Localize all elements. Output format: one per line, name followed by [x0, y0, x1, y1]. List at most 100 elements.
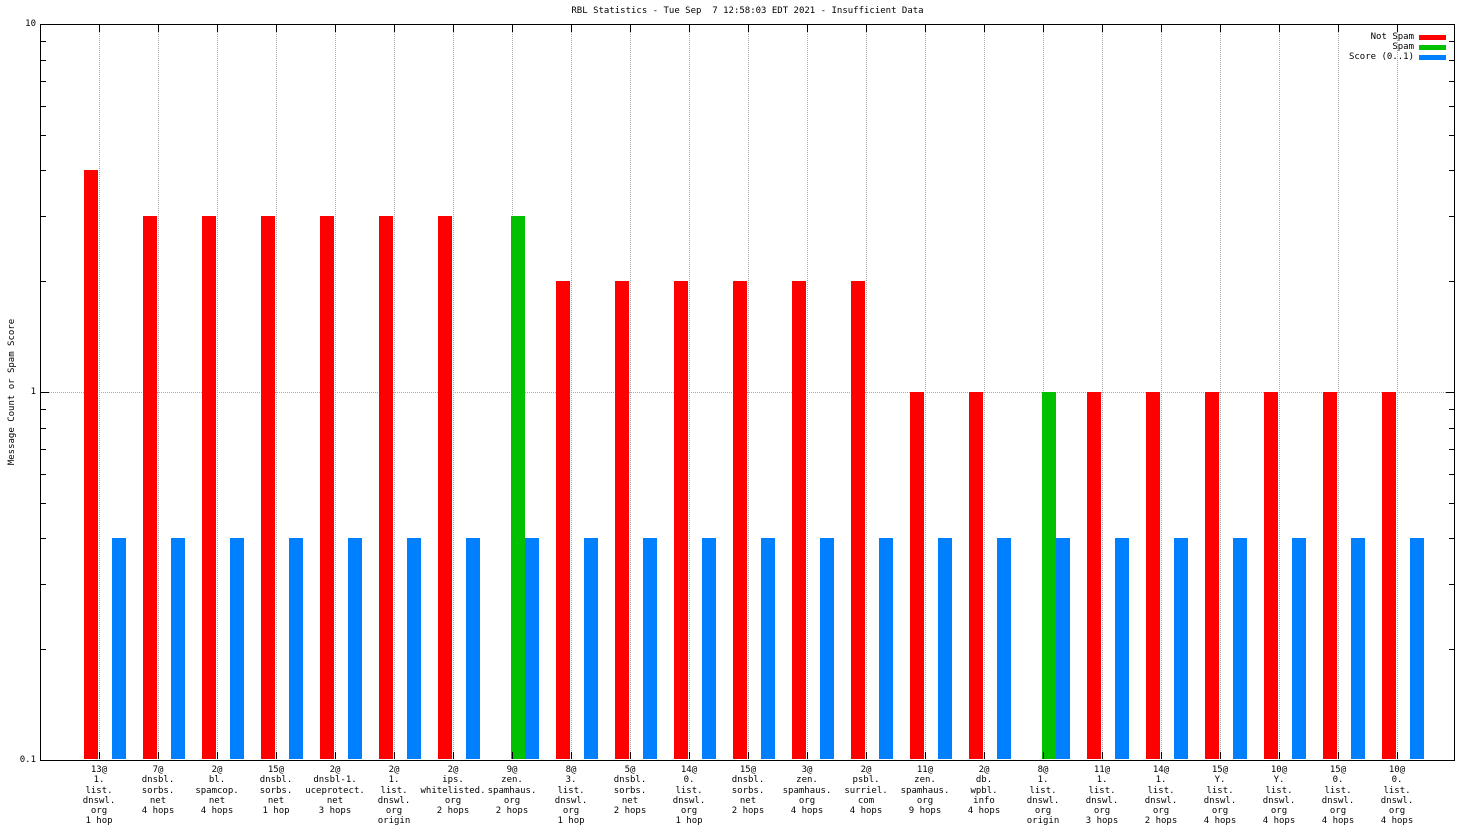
x-tick-label: 15@ 0. list. dnswl. org 4 hops: [1321, 765, 1355, 827]
legend-item-label: Score (0..1): [1348, 52, 1414, 62]
gridline-x: [1220, 25, 1221, 759]
x-tick-label: 5@ dnsbl. sorbs. net 2 hops: [613, 765, 647, 817]
x-tick-label: 15@ dnsbl. sorbs. net 2 hops: [731, 765, 765, 817]
bar-score: [702, 538, 716, 759]
gridline-x: [335, 25, 336, 759]
x-tick-mark: [512, 752, 513, 759]
y-tick-mark: [41, 392, 49, 393]
bar-score: [1233, 538, 1247, 759]
y-minor-tick-mark: [1449, 428, 1454, 429]
x-tick-mark: [1279, 752, 1280, 759]
x-tick-mark: [453, 752, 454, 759]
x-tick-label: 2@ db. wpbl. info 4 hops: [967, 765, 1001, 817]
y-minor-tick-mark: [41, 409, 46, 410]
x-tick-mark: [1043, 25, 1044, 32]
x-tick-label: 7@ dnsbl. sorbs. net 4 hops: [141, 765, 175, 817]
y-minor-tick-mark: [41, 538, 46, 539]
x-tick-label: 14@ 0. list. dnswl. org 1 hop: [672, 765, 706, 827]
x-tick-mark: [925, 752, 926, 759]
x-tick-label: 11@ zen. spamhaus. org 9 hops: [900, 765, 950, 817]
y-minor-tick-mark: [41, 428, 46, 429]
x-tick-mark: [158, 25, 159, 32]
bar-not-spam: [556, 281, 570, 759]
gridline-x: [925, 25, 926, 759]
y-minor-tick-mark: [41, 584, 46, 585]
y-minor-tick-mark: [1449, 281, 1454, 282]
x-tick-label: 2@ dnsbl-1. uceprotect. net 3 hops: [305, 765, 365, 817]
y-minor-tick-mark: [1449, 503, 1454, 504]
bar-score: [1351, 538, 1365, 759]
bar-score: [997, 538, 1011, 759]
y-minor-tick-mark: [1449, 538, 1454, 539]
y-minor-tick-mark: [1449, 216, 1454, 217]
x-tick-mark: [689, 25, 690, 32]
x-tick-label: 8@ 3. list. dnswl. org 1 hop: [554, 765, 588, 827]
bar-not-spam: [615, 281, 629, 759]
bar-not-spam: [438, 216, 452, 759]
y-tick-label: 1: [30, 387, 36, 397]
bar-not-spam: [84, 170, 98, 759]
bar-score: [761, 538, 775, 759]
bar-score: [1056, 538, 1070, 759]
y-tick-label: 10: [25, 19, 36, 29]
x-tick-mark: [571, 752, 572, 759]
y-tick-label: 0.1: [19, 755, 36, 765]
bar-not-spam: [261, 216, 275, 759]
bar-not-spam: [910, 392, 924, 759]
chart-title: RBL Statistics - Tue Sep 7 12:58:03 EDT …: [571, 6, 924, 16]
x-tick-mark: [630, 752, 631, 759]
y-tick-mark: [1446, 392, 1454, 393]
bar-score: [112, 538, 126, 759]
bar-score: [525, 538, 539, 759]
x-tick-mark: [1102, 752, 1103, 759]
y-minor-tick-mark: [1449, 60, 1454, 61]
gridline-x: [630, 25, 631, 759]
x-tick-mark: [1397, 25, 1398, 32]
bar-score: [643, 538, 657, 759]
legend-swatch: [1419, 55, 1446, 60]
x-tick-mark: [1161, 25, 1162, 32]
bar-spam: [511, 216, 525, 759]
x-tick-mark: [158, 752, 159, 759]
y-minor-tick-mark: [41, 135, 46, 136]
x-tick-mark: [1220, 752, 1221, 759]
y-minor-tick-mark: [41, 81, 46, 82]
x-tick-label: 10@ 0. list. dnswl. org 4 hops: [1380, 765, 1414, 827]
x-tick-mark: [1397, 752, 1398, 759]
bar-not-spam: [320, 216, 334, 759]
x-tick-mark: [99, 752, 100, 759]
x-tick-label: 2@ 1. list. dnswl. org origin: [377, 765, 411, 827]
y-minor-tick-mark: [41, 449, 46, 450]
gridline-x: [1102, 25, 1103, 759]
x-tick-mark: [984, 25, 985, 32]
gridline-x: [99, 25, 100, 759]
x-tick-mark: [1102, 25, 1103, 32]
gridline-x: [1279, 25, 1280, 759]
bar-not-spam: [143, 216, 157, 759]
bar-not-spam: [733, 281, 747, 759]
y-minor-tick-mark: [41, 649, 46, 650]
bar-score: [407, 538, 421, 759]
x-tick-mark: [925, 25, 926, 32]
bar-not-spam: [851, 281, 865, 759]
x-tick-label: 15@ dnsbl. sorbs. net 1 hop: [259, 765, 293, 817]
bar-not-spam: [1087, 392, 1101, 759]
y-minor-tick-mark: [1449, 135, 1454, 136]
x-tick-label: 2@ psbl. surriel. com 4 hops: [844, 765, 888, 817]
x-tick-mark: [571, 25, 572, 32]
x-tick-mark: [394, 25, 395, 32]
bar-score: [348, 538, 362, 759]
bar-score: [1174, 538, 1188, 759]
x-tick-label: 11@ 1. list. dnswl. org 3 hops: [1085, 765, 1119, 827]
x-tick-label: 9@ zen. spamhaus. org 2 hops: [487, 765, 537, 817]
bar-not-spam: [202, 216, 216, 759]
y-minor-tick-mark: [1449, 106, 1454, 107]
gridline-y: [41, 392, 1454, 393]
legend-swatch: [1419, 35, 1446, 40]
x-tick-mark: [748, 25, 749, 32]
x-tick-mark: [630, 25, 631, 32]
gridline-x: [689, 25, 690, 759]
bar-score: [289, 538, 303, 759]
y-minor-tick-mark: [41, 281, 46, 282]
y-minor-tick-mark: [1449, 81, 1454, 82]
